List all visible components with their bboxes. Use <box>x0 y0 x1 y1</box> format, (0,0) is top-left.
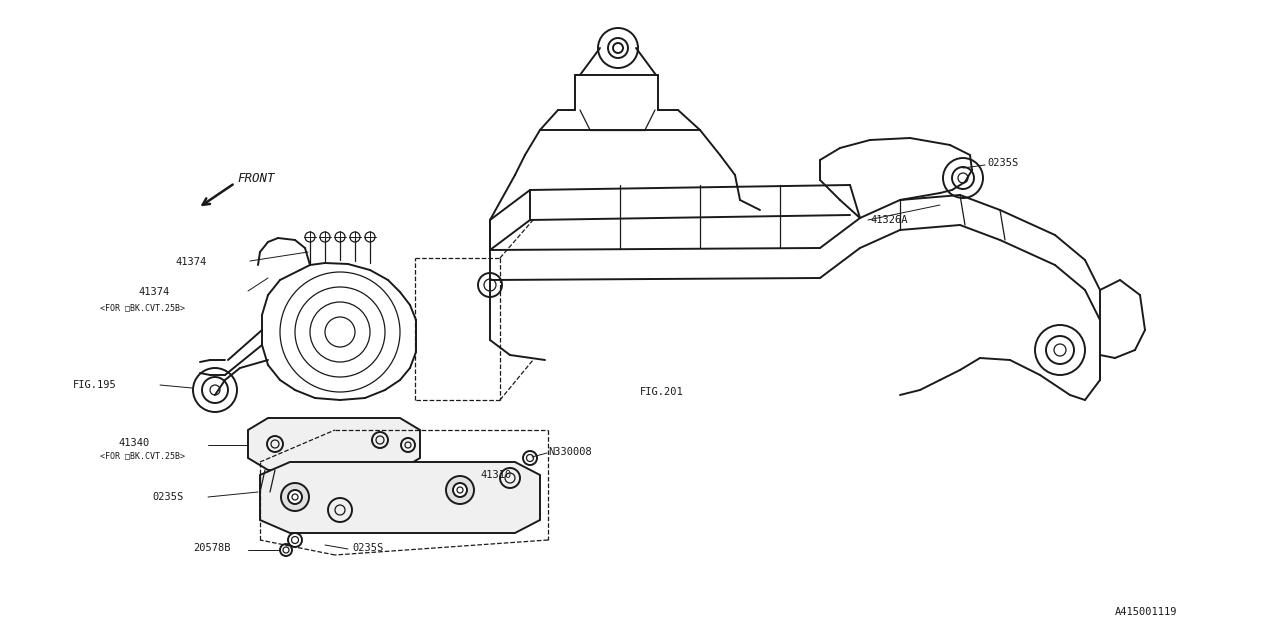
Text: A415001119: A415001119 <box>1115 607 1178 617</box>
Text: 0235S: 0235S <box>352 543 383 553</box>
Text: 41374: 41374 <box>175 257 206 267</box>
Circle shape <box>445 476 474 504</box>
Text: 41326A: 41326A <box>870 215 908 225</box>
Text: 41310: 41310 <box>480 470 511 480</box>
Circle shape <box>320 232 330 242</box>
Circle shape <box>365 232 375 242</box>
Circle shape <box>349 232 360 242</box>
Text: FIG.195: FIG.195 <box>73 380 116 390</box>
Text: N330008: N330008 <box>548 447 591 457</box>
Circle shape <box>305 232 315 242</box>
Text: FIG.201: FIG.201 <box>640 387 684 397</box>
Text: <FOR □BK.CVT.25B>: <FOR □BK.CVT.25B> <box>100 451 186 461</box>
Circle shape <box>335 232 346 242</box>
Text: FRONT: FRONT <box>237 172 274 184</box>
Text: <FOR □BK.CVT.25B>: <FOR □BK.CVT.25B> <box>100 303 186 312</box>
Text: 0235S: 0235S <box>987 158 1019 168</box>
Text: 41340: 41340 <box>118 438 150 448</box>
Circle shape <box>282 483 308 511</box>
Text: 0235S: 0235S <box>152 492 183 502</box>
Circle shape <box>288 490 302 504</box>
Text: 41374: 41374 <box>138 287 169 297</box>
Polygon shape <box>248 418 420 470</box>
Text: 20578B: 20578B <box>193 543 230 553</box>
Polygon shape <box>260 462 540 533</box>
Circle shape <box>453 483 467 497</box>
